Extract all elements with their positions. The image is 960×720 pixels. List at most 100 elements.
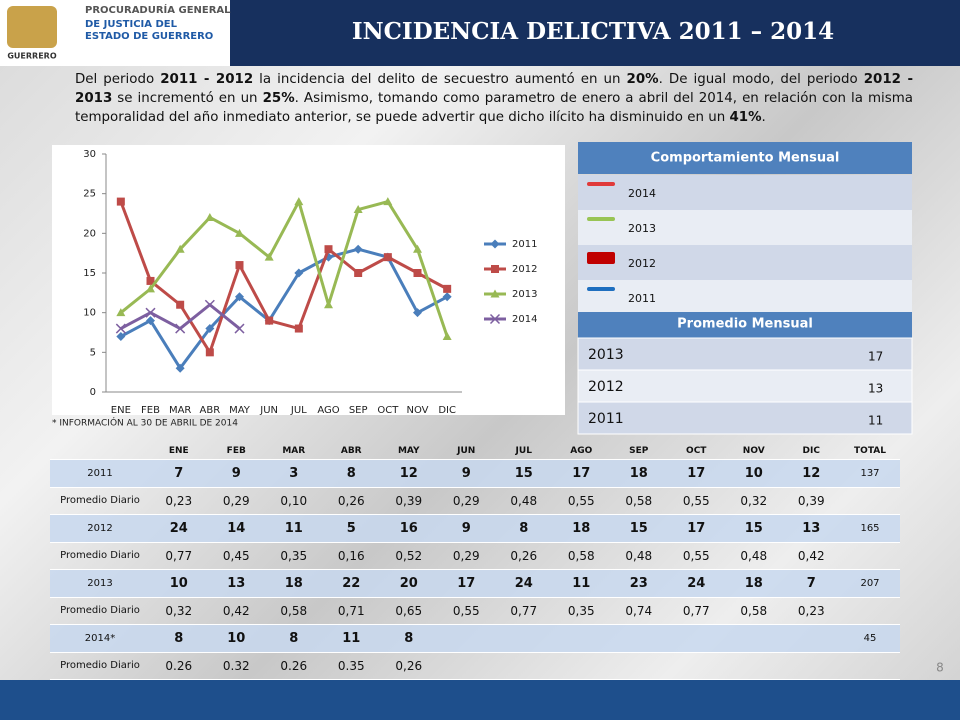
- table-cell: 0,55: [452, 603, 480, 618]
- x-tick-label: MAY: [229, 405, 251, 416]
- slide-title: INCIDENCIA DELICTIVA 2011 – 2014: [352, 18, 834, 45]
- table-cell: 0,65: [395, 603, 423, 618]
- table-cell: 15: [629, 520, 648, 536]
- marker: [294, 197, 304, 206]
- table-cell: 0,26: [510, 548, 538, 563]
- marker: [489, 313, 501, 325]
- panel-row: [578, 280, 912, 316]
- table-cell: [840, 487, 900, 515]
- panel-year: 2012: [588, 379, 624, 395]
- table-cell: 0,52: [395, 548, 423, 563]
- marker: [491, 265, 499, 273]
- legend-label: 2012: [512, 264, 537, 275]
- table-cell: [495, 652, 553, 680]
- table-cell: 0,55: [567, 493, 595, 508]
- paragraph-run: 20%: [626, 72, 659, 87]
- table-cell: 0,55: [682, 548, 710, 563]
- table-cell: 8: [174, 630, 184, 646]
- header-cell: JUL: [515, 446, 532, 456]
- paragraph-run: la incidencia del delito de secuestro au…: [253, 72, 627, 87]
- table-row: Promedio Diario 0,23 0,29 0,10 0,26 0,39 0,29 0…: [50, 487, 900, 515]
- table-cell: 18: [629, 465, 648, 481]
- table-cell: Promedio Diario: [60, 660, 140, 672]
- panel-title-bar: [578, 312, 912, 338]
- table-cell: 3: [289, 465, 299, 481]
- panel-row: [578, 210, 912, 245]
- table-row: 2011 7 9 3 8 12 9 15 17 18 17 10 12 137: [50, 459, 900, 487]
- table-cell: 0,77: [510, 603, 538, 618]
- table-cell: 0,39: [395, 493, 423, 508]
- table-cell: 18: [572, 520, 591, 536]
- marker: [383, 197, 393, 206]
- marker: [146, 284, 155, 293]
- marker: [235, 261, 244, 270]
- marker: [442, 292, 452, 302]
- marker: [146, 316, 155, 326]
- header-cell: ABR: [340, 446, 362, 456]
- table-cell: [610, 652, 668, 680]
- paragraph-run: se incrementó en un: [112, 91, 263, 106]
- logo-state: GUERRERO: [7, 52, 56, 61]
- table-cell: 0,71: [337, 603, 365, 618]
- legend-swatch: [587, 217, 615, 221]
- y-tick-label: 0: [90, 387, 96, 398]
- table-cell: [553, 625, 611, 653]
- table-cell: 0,16: [337, 548, 365, 563]
- table-cell: 8: [346, 465, 356, 481]
- panel-row: [577, 401, 913, 435]
- panel-title: Comportamiento Mensual: [651, 151, 840, 166]
- panel-row: [578, 245, 912, 280]
- table-cell: 7: [806, 575, 816, 591]
- panel-value: 11: [868, 414, 883, 428]
- paragraph-run: 2011 - 2012: [160, 72, 254, 87]
- table-cell: 13: [802, 520, 821, 536]
- table-cell: 5: [346, 520, 356, 536]
- table-cell: 17: [687, 520, 706, 536]
- legend-swatch: [587, 252, 615, 264]
- table-cell: 9: [461, 520, 471, 536]
- marker: [175, 363, 185, 373]
- table-cell: [840, 597, 900, 625]
- table-cell: 24: [514, 575, 533, 591]
- table-cell: 15: [514, 465, 533, 481]
- marker: [353, 205, 363, 214]
- marker: [294, 324, 303, 333]
- table-cell: 0,26: [395, 658, 423, 673]
- table-cell: [840, 542, 900, 570]
- header-row: ENE FEB MAR ABR MAY JUN JUL AGO SEP OCT NOV DIC TOTA…: [50, 443, 900, 460]
- table-cell: 0,23: [797, 603, 825, 618]
- marker: [490, 289, 500, 298]
- table-cell: 10: [227, 630, 246, 646]
- table-row: Promedio Diario 0.26 0.32 0.26 0.35 0,26: [50, 652, 900, 680]
- marker: [205, 348, 214, 357]
- table-cell: [438, 625, 496, 653]
- legend-label: 2013: [512, 289, 537, 300]
- logo-org: PROCURADURÍA GENERAL: [85, 3, 231, 16]
- table-cell: 165: [860, 522, 880, 534]
- marker: [145, 307, 156, 318]
- marker: [443, 284, 452, 293]
- legend-label: 2011: [512, 239, 537, 250]
- table-cell: 22: [342, 575, 361, 591]
- header-cell: FEB: [226, 446, 246, 456]
- table-cell: 10: [169, 575, 188, 591]
- table-cell: 9: [461, 465, 471, 481]
- table-cell: 0,39: [797, 493, 825, 508]
- table-cell: 11: [342, 630, 361, 646]
- panel-title-bar: [578, 142, 912, 174]
- table-cell: 13: [227, 575, 246, 591]
- table-cell: 0,45: [222, 548, 250, 563]
- table-cell: 11: [572, 575, 591, 591]
- marker: [383, 253, 392, 262]
- header-cell: [50, 443, 150, 460]
- panel-row: [577, 369, 913, 403]
- table-cell: 24: [169, 520, 188, 536]
- legend-label: 2014: [512, 314, 537, 325]
- marker: [176, 300, 185, 309]
- panel-row: [578, 175, 912, 210]
- marker: [204, 299, 215, 310]
- table-cell: 0,77: [682, 603, 710, 618]
- y-tick-label: 5: [90, 347, 96, 358]
